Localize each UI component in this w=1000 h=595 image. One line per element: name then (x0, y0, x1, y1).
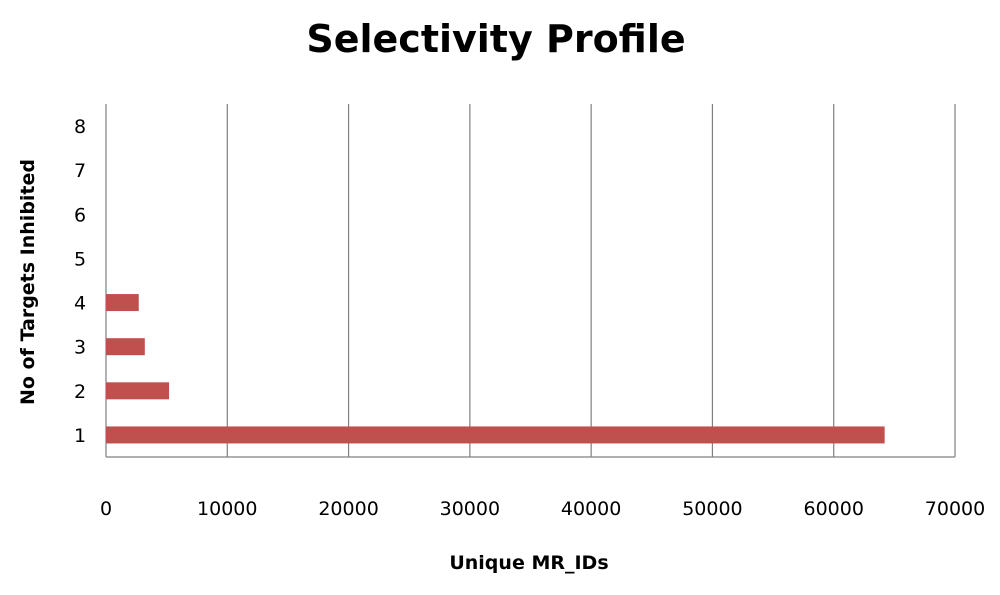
y-tick-label: 2 (74, 381, 86, 403)
x-tick-label: 60000 (803, 498, 863, 520)
y-tick-label: 8 (74, 116, 86, 138)
y-tick-label: 7 (74, 160, 86, 182)
x-tick-label: 70000 (925, 498, 985, 520)
bar-4 (106, 294, 139, 312)
x-tick-label: 10000 (197, 498, 257, 520)
y-axis-label: No of Targets Inhibited (17, 159, 39, 405)
x-tick-label: 20000 (318, 498, 378, 520)
y-tick-label: 3 (74, 337, 86, 359)
bar-2 (106, 382, 170, 400)
bar-3 (106, 338, 145, 356)
bar-1 (106, 426, 885, 444)
y-tick-label: 5 (74, 248, 86, 270)
x-axis-label: Unique MR_IDs (449, 552, 608, 574)
chart-title: Selectivity Profile (306, 17, 685, 61)
x-tick-label: 50000 (682, 498, 742, 520)
y-tick-label: 6 (74, 204, 86, 226)
plot-area: 1 2 3 4 5 6 7 8 0 10000 20000 30000 40000 50000 60000 7… (74, 104, 985, 520)
x-tick-label: 0 (100, 498, 112, 520)
y-tick-label: 1 (74, 425, 86, 447)
y-tick-label: 4 (74, 293, 86, 315)
x-tick-label: 40000 (561, 498, 621, 520)
x-tick-label: 30000 (440, 498, 500, 520)
